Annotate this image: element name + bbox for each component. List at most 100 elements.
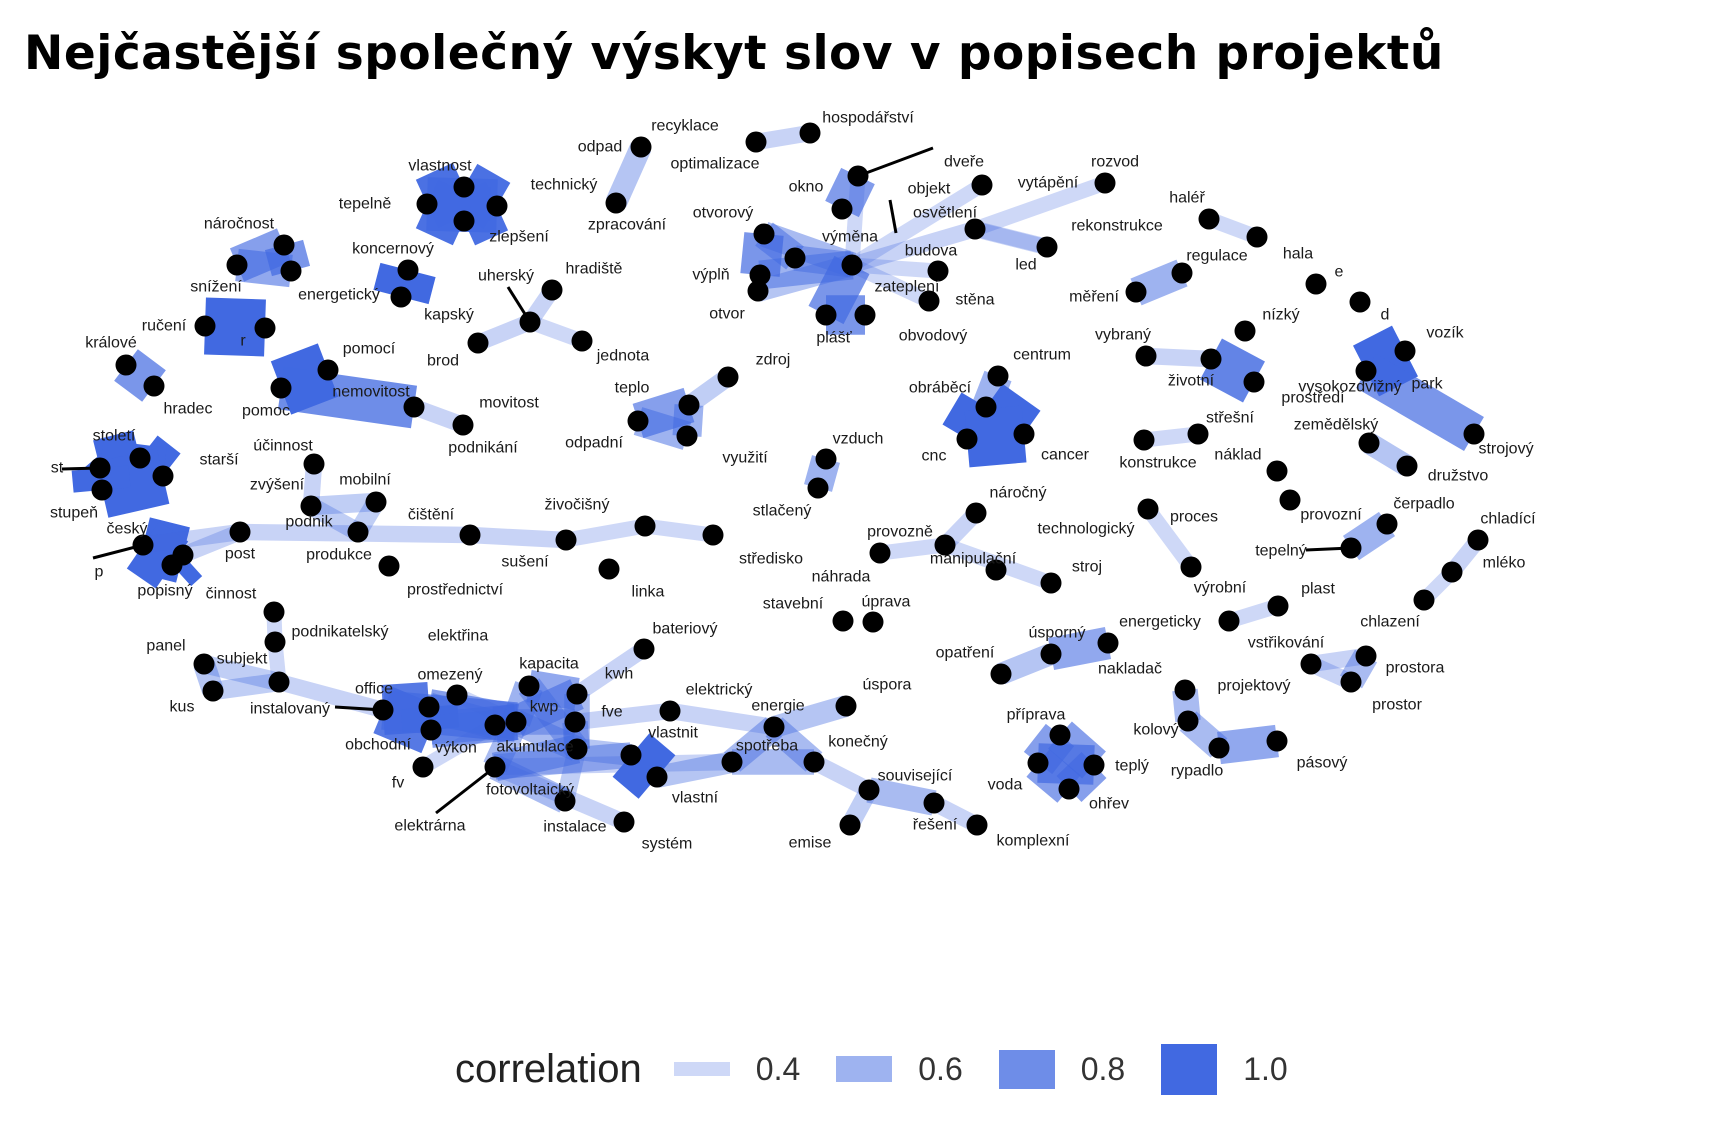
node-hradiste[interactable]	[541, 279, 563, 301]
node-office[interactable]	[372, 699, 394, 721]
node-konstrukce[interactable]	[1133, 429, 1155, 451]
node-chlazeni[interactable]	[1413, 589, 1435, 611]
node-cerpadlo[interactable]	[1376, 513, 1398, 535]
node-vysokozdvizny[interactable]	[1355, 360, 1377, 382]
node-zemedelsky[interactable]	[1358, 432, 1380, 454]
node-otvor[interactable]	[747, 280, 769, 302]
node-projektovy[interactable]	[1300, 653, 1322, 675]
node-provozne[interactable]	[869, 542, 891, 564]
node-hradec[interactable]	[143, 375, 165, 397]
node-emise[interactable]	[839, 814, 861, 836]
node-optimalizace[interactable]	[745, 131, 767, 153]
node-vykon[interactable]	[484, 714, 506, 736]
node-vytapeni[interactable]	[971, 174, 993, 196]
node-konecny[interactable]	[803, 751, 825, 773]
node-cnc[interactable]	[956, 428, 978, 450]
node-osvetleni[interactable]	[964, 218, 986, 240]
node-plast[interactable]	[815, 304, 837, 326]
node-spotreba[interactable]	[721, 751, 743, 773]
node-opatreni[interactable]	[990, 663, 1012, 685]
node-podnikatelsky[interactable]	[264, 631, 286, 653]
node-st[interactable]	[89, 457, 111, 479]
node-kralove[interactable]	[115, 354, 137, 376]
node-akumulace[interactable]	[566, 738, 588, 760]
node-obvodovy[interactable]	[854, 304, 876, 326]
node-stoleti[interactable]	[129, 447, 151, 469]
node-hospodarstvi[interactable]	[799, 122, 821, 144]
node-voda[interactable]	[1027, 752, 1049, 774]
node-zivotni[interactable]	[1200, 348, 1222, 370]
node-uprava[interactable]	[862, 611, 884, 633]
node-energeticky1[interactable]	[280, 260, 302, 282]
node-vyrobni[interactable]	[1180, 556, 1202, 578]
node-teplo[interactable]	[678, 394, 700, 416]
node-kapacita[interactable]	[518, 675, 540, 697]
node-centrum[interactable]	[987, 365, 1009, 387]
node-rozvod[interactable]	[1094, 172, 1116, 194]
node-proces[interactable]	[1137, 498, 1159, 520]
node-chladici[interactable]	[1467, 529, 1489, 551]
node-vstrikovani[interactable]	[1218, 610, 1240, 632]
node-technicky[interactable]	[486, 195, 508, 217]
node-zpracovani[interactable]	[605, 192, 627, 214]
node-fve[interactable]	[564, 711, 586, 733]
node-stavebni[interactable]	[832, 610, 854, 632]
node-instalovany[interactable]	[268, 671, 290, 693]
node-energie[interactable]	[763, 716, 785, 738]
node-prostredi[interactable]	[1243, 371, 1265, 393]
node-provozni[interactable]	[1279, 489, 1301, 511]
node-zvyseni[interactable]	[300, 495, 322, 517]
node-cisteni[interactable]	[459, 524, 481, 546]
node-kwp[interactable]	[505, 711, 527, 733]
node-budova[interactable]	[927, 260, 949, 282]
node-prostora[interactable]	[1355, 645, 1377, 667]
node-nakladac[interactable]	[1174, 679, 1196, 701]
node-ohrev[interactable]	[1058, 778, 1080, 800]
node-zivocisny[interactable]	[634, 515, 656, 537]
node-obchodni[interactable]	[420, 719, 442, 741]
node-uhersky[interactable]	[519, 311, 541, 333]
node-brod[interactable]	[467, 332, 489, 354]
node-nizky[interactable]	[1234, 320, 1256, 342]
node-technologicky[interactable]	[985, 559, 1007, 581]
node-e[interactable]	[1305, 273, 1327, 295]
node-vlastni[interactable]	[646, 766, 668, 788]
node-podnikani[interactable]	[452, 414, 474, 436]
node-strojovy[interactable]	[1463, 423, 1485, 445]
node-instalace[interactable]	[554, 790, 576, 812]
node-system[interactable]	[613, 811, 635, 833]
node-manipulacni[interactable]	[934, 534, 956, 556]
node-priprava[interactable]	[1049, 724, 1071, 746]
node-narocnost1[interactable]	[273, 234, 295, 256]
node-ucinnost[interactable]	[303, 453, 325, 475]
node-bateriovy[interactable]	[633, 638, 655, 660]
node-stupen[interactable]	[91, 479, 113, 501]
node-starsi[interactable]	[152, 465, 174, 487]
node-energeticky2[interactable]	[1097, 632, 1119, 654]
node-vlastnost[interactable]	[453, 176, 475, 198]
node-vybrany[interactable]	[1135, 345, 1157, 367]
node-rypadlo[interactable]	[1208, 737, 1230, 759]
node-uspora[interactable]	[835, 695, 857, 717]
node-fv[interactable]	[412, 756, 434, 778]
node-prostrednictvi[interactable]	[378, 555, 400, 577]
node-kolovy[interactable]	[1177, 710, 1199, 732]
node-odpadni[interactable]	[627, 410, 649, 432]
node-panel[interactable]	[193, 653, 215, 675]
node-zlepseni[interactable]	[453, 210, 475, 232]
node-kapsky[interactable]	[390, 286, 412, 308]
node-zatepleni[interactable]	[841, 254, 863, 276]
node-okno[interactable]	[831, 198, 853, 220]
node-produkce[interactable]	[347, 521, 369, 543]
node-vzduch[interactable]	[815, 448, 837, 470]
node-popisny[interactable]	[161, 554, 183, 576]
node-cinnost[interactable]	[263, 601, 285, 623]
node-komplexni[interactable]	[966, 814, 988, 836]
node-koncernovy[interactable]	[397, 259, 419, 281]
node-pasovy[interactable]	[1266, 730, 1288, 752]
node-elektricky[interactable]	[659, 700, 681, 722]
node-regulace[interactable]	[1171, 262, 1193, 284]
node-souvisejici[interactable]	[858, 779, 880, 801]
node-odpad[interactable]	[630, 136, 652, 158]
node-prostor[interactable]	[1340, 671, 1362, 693]
